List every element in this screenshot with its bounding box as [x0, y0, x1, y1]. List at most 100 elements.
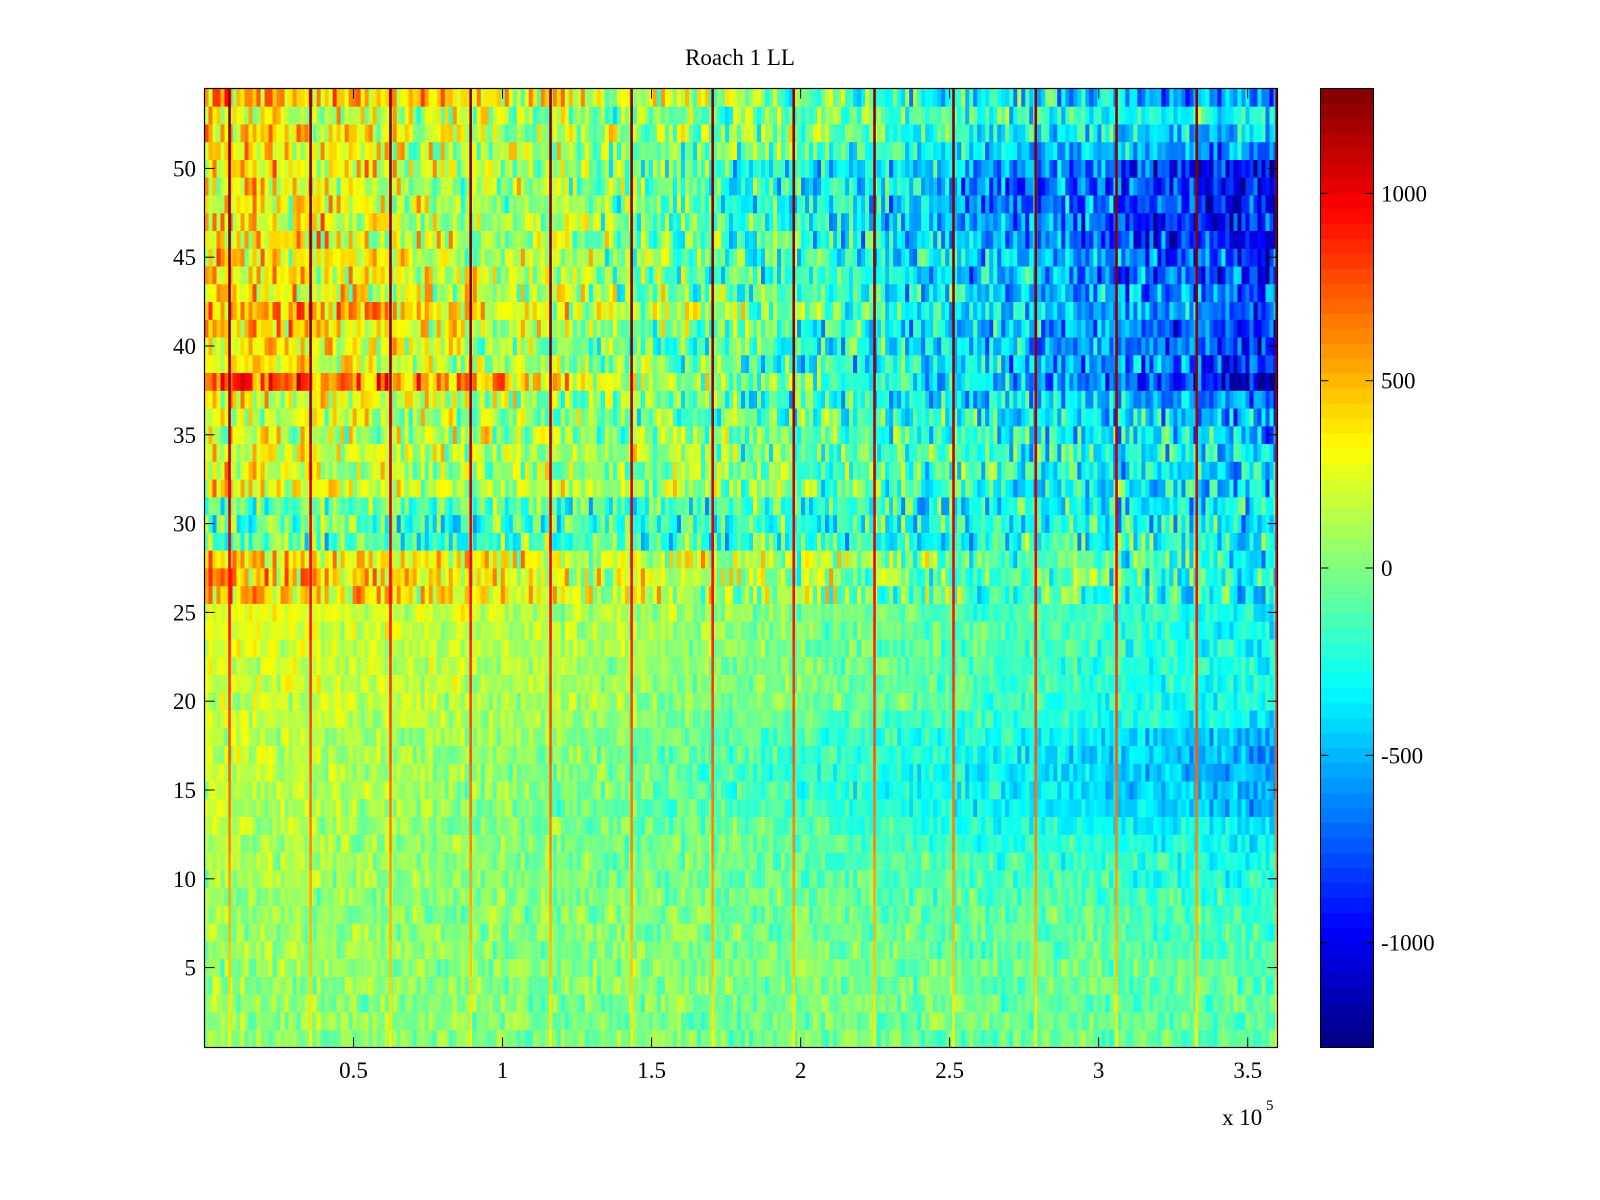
heatmap-cell — [1269, 905, 1274, 924]
heatmap-cell — [712, 869, 718, 889]
heatmap-cell — [264, 905, 269, 924]
heatmap-cell — [204, 745, 209, 764]
heatmap-cell — [1185, 781, 1190, 800]
heatmap-cell — [712, 763, 718, 782]
heatmap-cell — [1169, 976, 1174, 995]
heatmap-cell — [292, 781, 297, 800]
heatmap-cell — [612, 816, 618, 835]
heatmap-cell — [813, 887, 818, 906]
heatmap-cell — [536, 710, 542, 729]
heatmap-cell — [564, 1011, 570, 1031]
heatmap-cell — [1205, 816, 1210, 835]
heatmap-cell — [224, 834, 229, 853]
heatmap-cell — [320, 923, 326, 942]
heatmap-cell — [913, 869, 918, 889]
heatmap-cell — [592, 834, 598, 853]
heatmap-cell — [901, 976, 906, 995]
heatmap-cell — [1237, 781, 1242, 800]
heatmap-cell — [1089, 834, 1094, 853]
heatmap-cell — [576, 727, 582, 746]
heatmap-cell — [965, 1011, 970, 1031]
heatmap-cell — [488, 727, 494, 746]
heatmap-cell — [1229, 781, 1234, 800]
heatmap-cell — [973, 727, 978, 746]
heatmap-cell — [360, 940, 366, 960]
heatmap-cell — [520, 834, 526, 853]
heatmap-cell — [516, 727, 522, 746]
heatmap-cell — [893, 816, 898, 835]
heatmap-cell — [1233, 869, 1238, 889]
heatmap-cell — [961, 976, 966, 995]
heatmap-cell — [612, 727, 618, 746]
heatmap-cell — [716, 940, 722, 960]
heatmap-cell — [993, 763, 998, 782]
heatmap-cell — [1145, 816, 1150, 835]
heatmap-cell — [364, 976, 370, 995]
heatmap-cell — [384, 1029, 390, 1048]
heatmap-cell — [1097, 852, 1102, 871]
heatmap-cell — [1225, 1029, 1230, 1048]
heatmap-cell — [280, 798, 285, 818]
heatmap-cell — [1161, 958, 1166, 977]
heatmap-cell — [813, 727, 818, 746]
heatmap-cell — [588, 816, 594, 835]
heatmap-cell — [1165, 781, 1170, 800]
heatmap-cell — [1269, 834, 1274, 853]
heatmap-cell — [544, 798, 550, 818]
heatmap-cell — [941, 976, 946, 995]
heatmap-cell — [696, 781, 702, 800]
heatmap-cell — [564, 781, 570, 800]
heatmap-cell — [1261, 727, 1266, 746]
heatmap-cell — [1069, 923, 1074, 942]
heatmap-cell — [825, 781, 830, 800]
heatmap-cell — [1257, 816, 1262, 835]
heatmap-cell — [1097, 976, 1102, 995]
heatmap-cell — [216, 798, 221, 818]
heatmap-cell — [1141, 781, 1146, 800]
heatmap-cell — [1097, 763, 1102, 782]
heatmap-cell — [1101, 727, 1106, 746]
heatmap-cell — [1013, 976, 1018, 995]
heatmap-cell — [1029, 976, 1034, 995]
heatmap-cell — [464, 940, 470, 960]
heatmap-cell — [560, 1029, 566, 1048]
heatmap-cell — [292, 727, 297, 746]
heatmap-cell — [212, 958, 217, 977]
heatmap-cell — [284, 976, 289, 995]
heatmap-cell — [336, 958, 342, 977]
heatmap-cell — [408, 887, 414, 906]
heatmap-cell — [1081, 852, 1086, 871]
heatmap-cell — [861, 781, 866, 800]
heatmap-cell — [380, 727, 386, 746]
heatmap-cell — [556, 727, 562, 746]
heatmap-cell — [240, 905, 245, 924]
heatmap-cell — [853, 816, 858, 835]
heatmap-cell — [745, 710, 750, 729]
heatmap-cell — [444, 958, 450, 977]
heatmap-cell — [676, 781, 682, 800]
heatmap-cell — [869, 1011, 874, 1031]
heatmap-cell — [284, 834, 289, 853]
heatmap-cell — [1005, 958, 1010, 977]
heatmap-cell — [292, 994, 297, 1013]
heatmap-cell — [897, 763, 902, 782]
heatmap-cell — [1217, 994, 1222, 1013]
heatmap-cell — [632, 798, 638, 818]
heatmap-cell — [841, 710, 846, 729]
heatmap-cell — [528, 727, 534, 746]
heatmap-cell — [432, 1011, 438, 1031]
heatmap-cell — [652, 745, 658, 764]
heatmap-cell — [813, 834, 818, 853]
heatmap-cell — [917, 958, 922, 977]
heatmap-cell — [781, 763, 786, 782]
heatmap-cell — [1233, 976, 1238, 995]
heatmap-cell — [336, 745, 342, 764]
heatmap-cell — [1241, 798, 1246, 818]
heatmap-cell — [264, 763, 269, 782]
heatmap-cell — [853, 976, 858, 995]
heatmap-cell — [1109, 940, 1114, 960]
heatmap-cell — [825, 745, 830, 764]
heatmap-cell — [1021, 923, 1026, 942]
heatmap-cell — [428, 958, 434, 977]
heatmap-cell — [464, 905, 470, 924]
